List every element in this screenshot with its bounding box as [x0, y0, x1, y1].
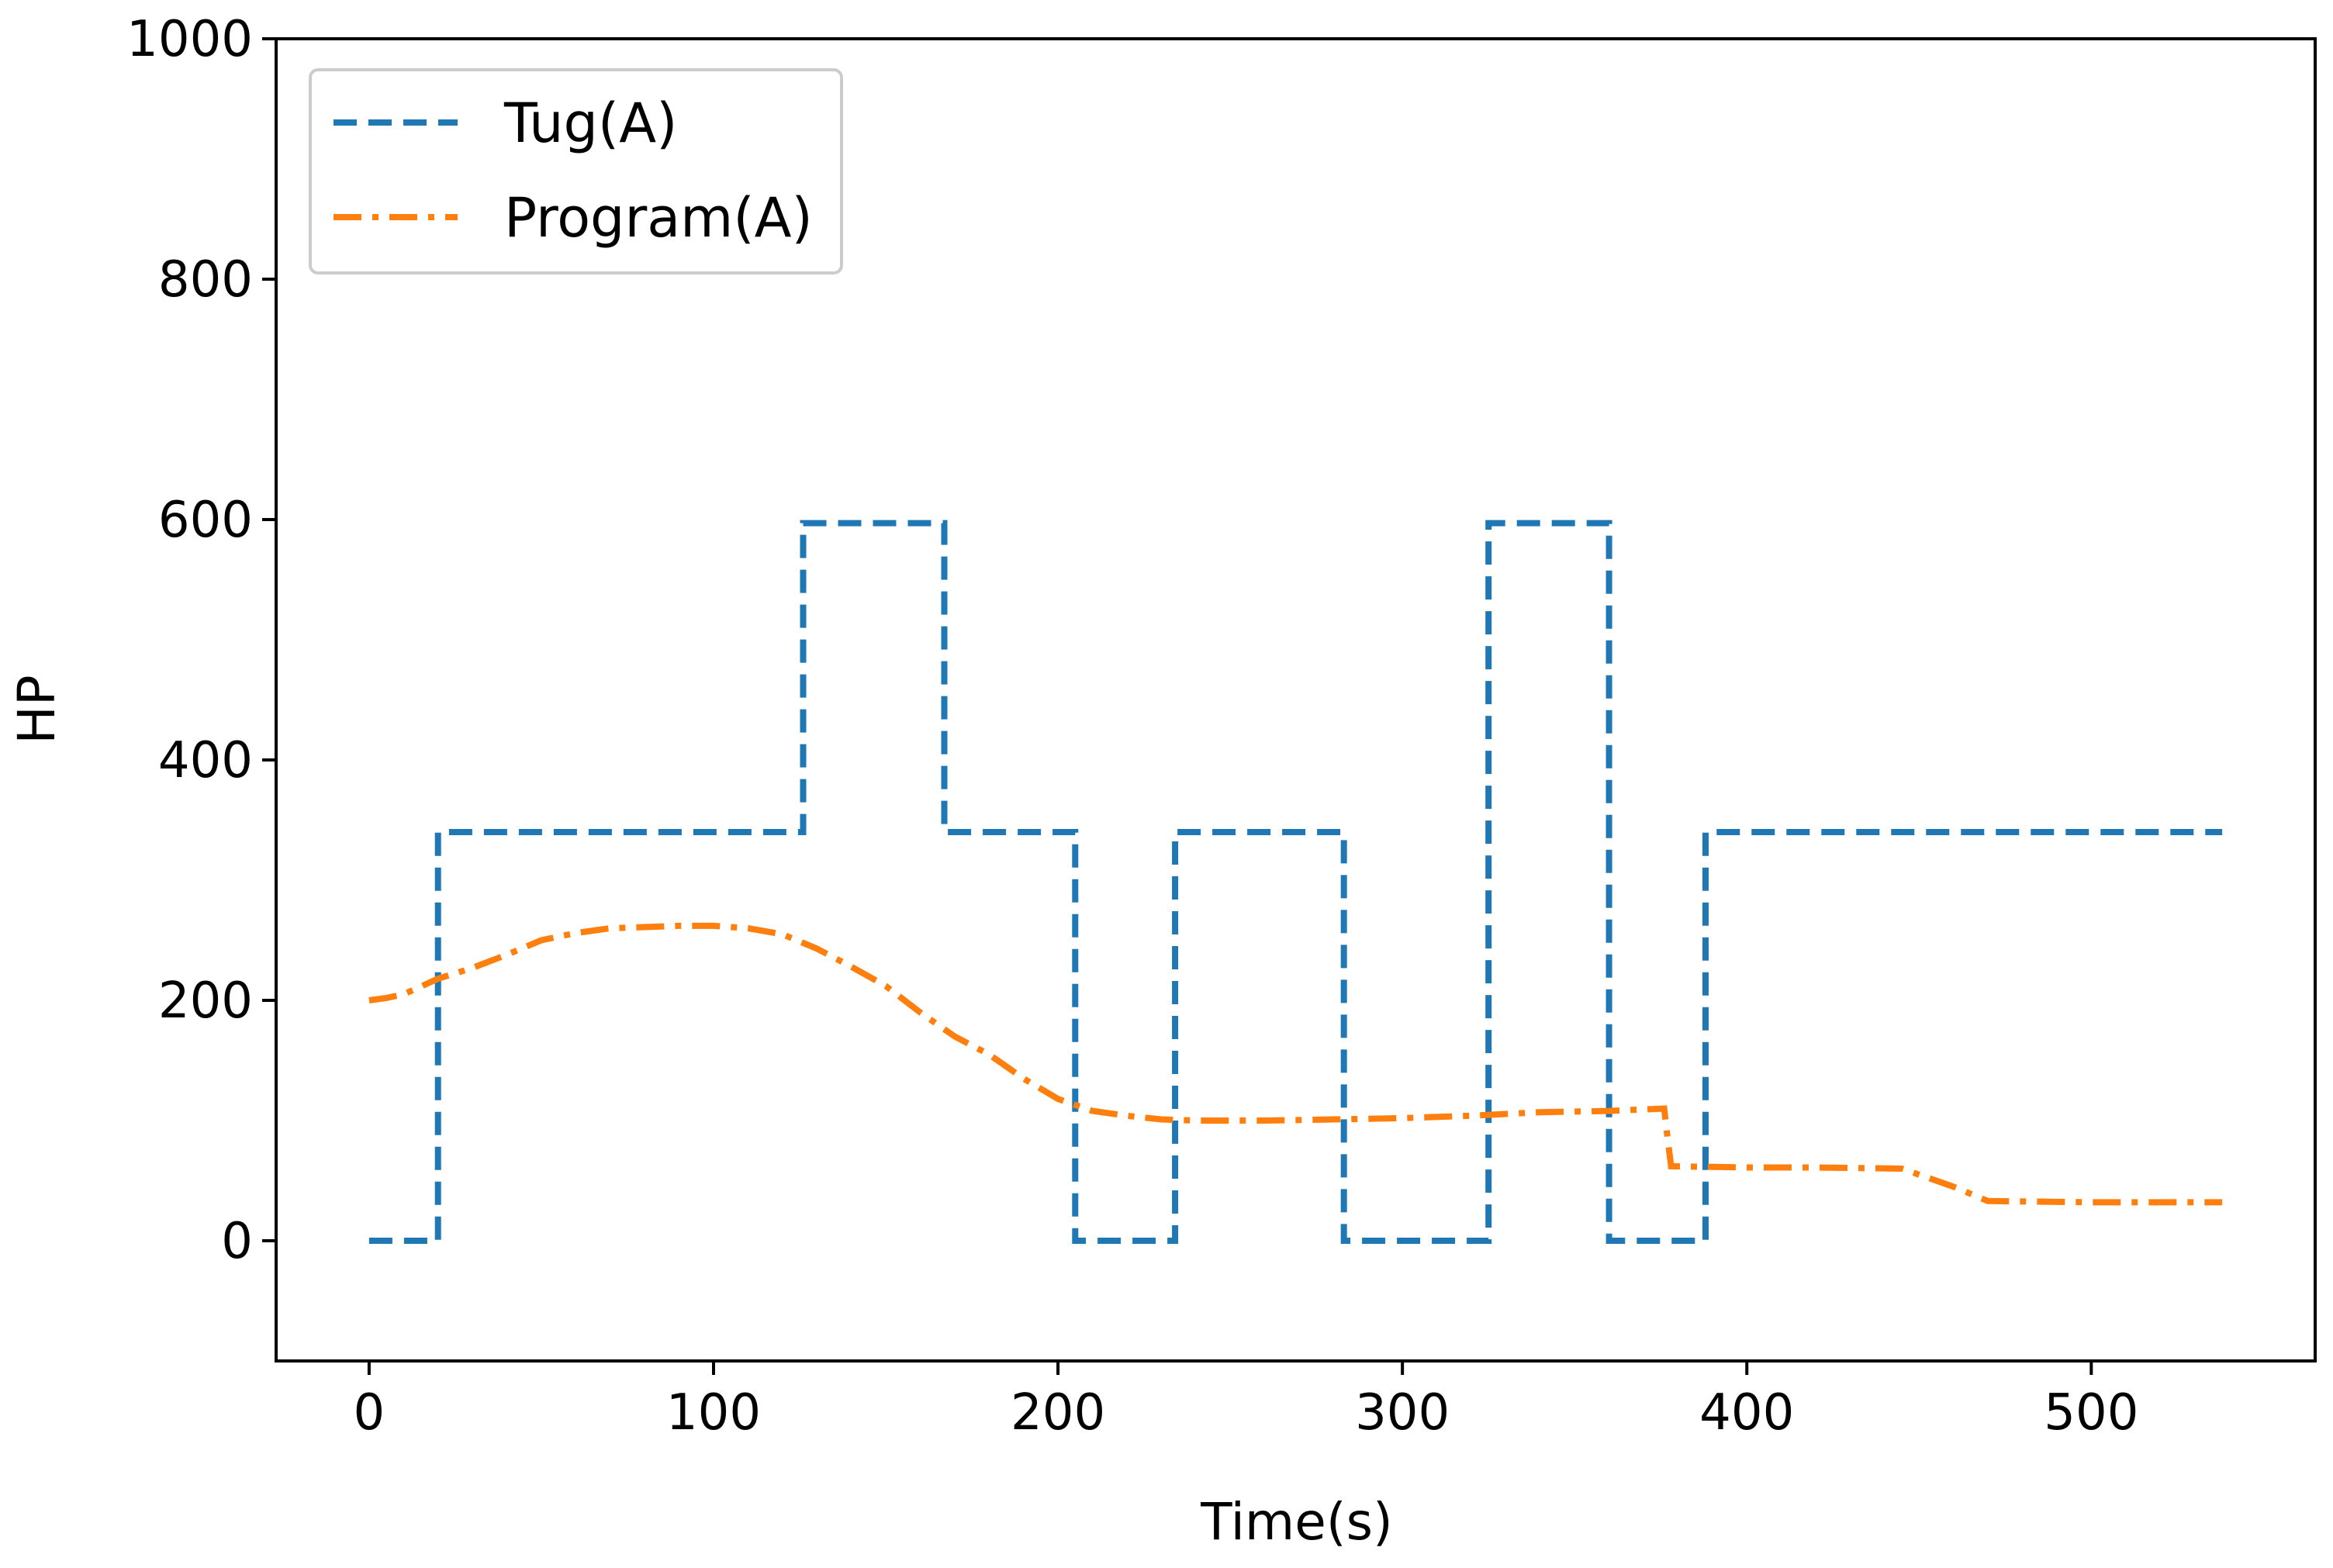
x-tick-label: 200: [1011, 1384, 1105, 1442]
y-tick-label: 0: [221, 1213, 253, 1270]
x-tick-label: 0: [354, 1384, 385, 1442]
plot-frame: [275, 37, 2317, 1363]
x-axis: 0 100 200 300 400 500: [354, 1361, 2138, 1442]
legend-label-1: Tug(A): [503, 92, 677, 155]
y-axis-title: HP: [7, 675, 67, 744]
plot-area: [275, 37, 2317, 1363]
x-axis-title: Time(s): [1200, 1492, 1392, 1552]
y-tick-label: 200: [158, 972, 253, 1030]
y-tick-label: 1000: [126, 11, 253, 68]
y-tick-label: 600: [158, 492, 253, 549]
y-axis: 0 200 400 600 800 1000: [126, 11, 276, 1270]
legend: Tug(A) Program(A): [309, 68, 843, 275]
y-tick-label: 400: [158, 732, 253, 789]
series-line-1: [368, 520, 2223, 1244]
series-line-2: [368, 922, 2223, 1206]
x-tick-label: 400: [1699, 1384, 1794, 1442]
y-tick-label: 800: [158, 251, 253, 309]
legend-label-2: Program(A): [504, 186, 813, 250]
x-tick-label: 500: [2044, 1384, 2138, 1442]
x-tick-label: 100: [666, 1384, 761, 1442]
x-tick-label: 300: [1355, 1384, 1450, 1442]
